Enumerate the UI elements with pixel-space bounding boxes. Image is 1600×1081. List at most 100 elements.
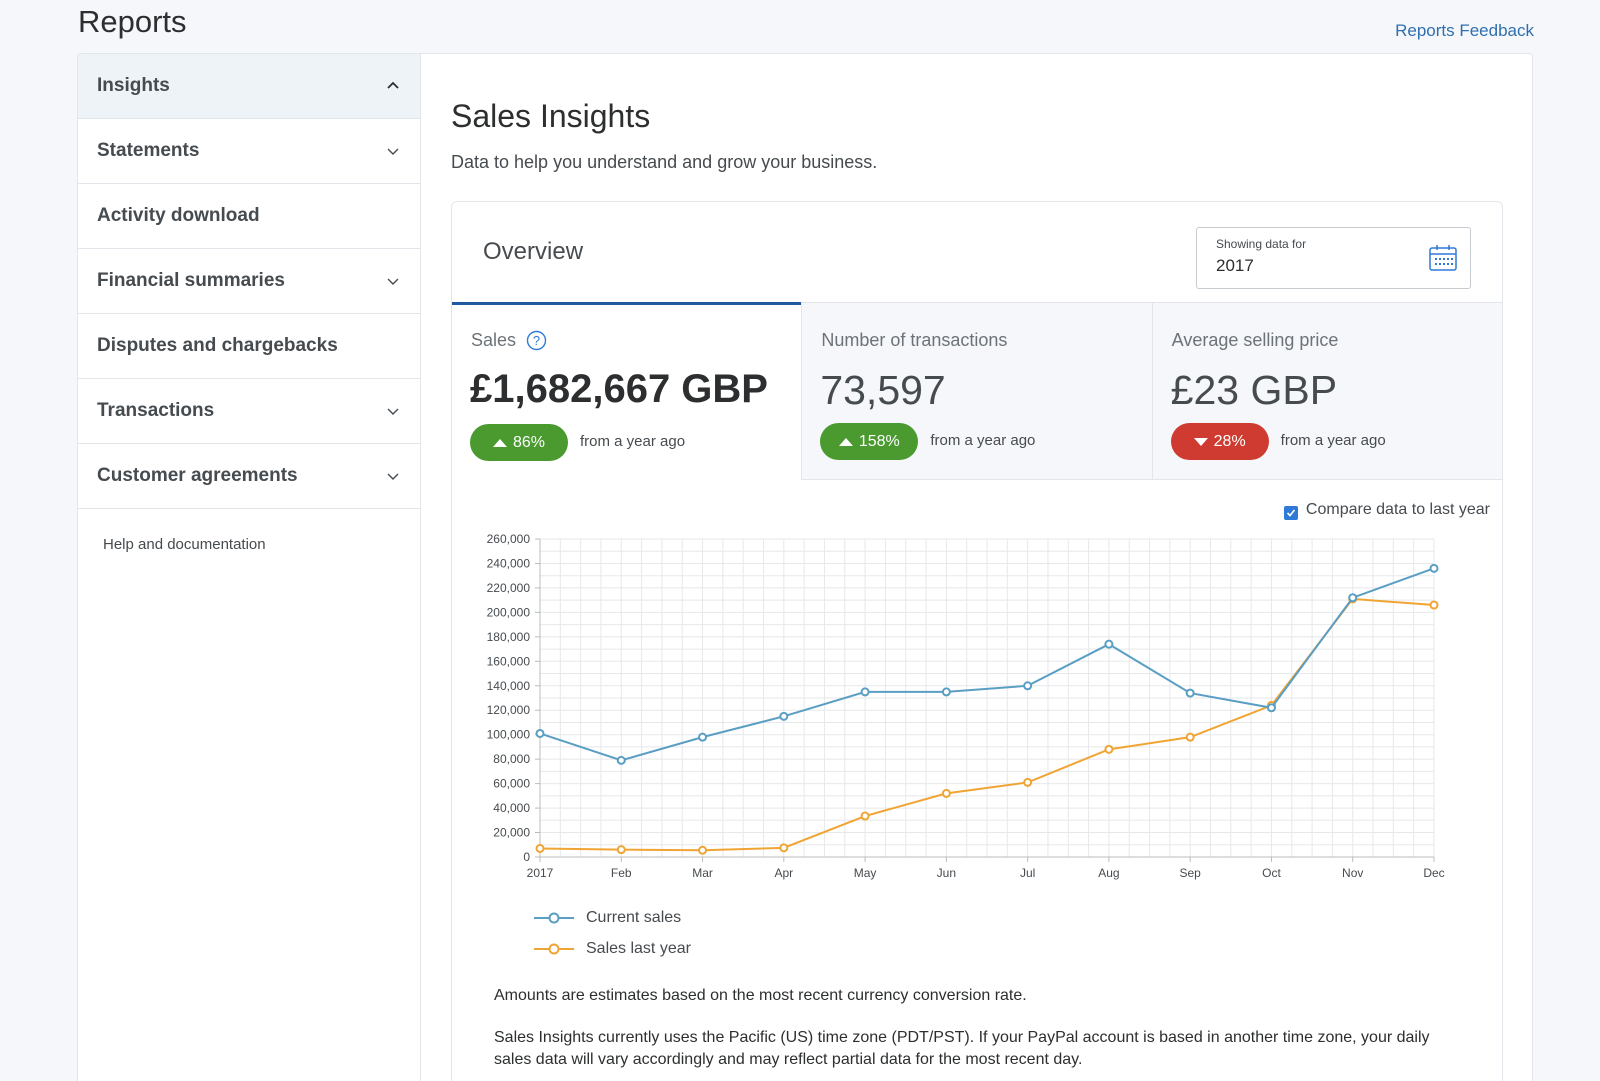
data-point-current-sales xyxy=(1266,703,1276,713)
change-badge: 158% xyxy=(820,423,919,460)
data-point-current-sales xyxy=(698,732,708,742)
change-value: 158% xyxy=(858,432,900,450)
data-point-current-sales xyxy=(860,687,870,697)
overview-title: Overview xyxy=(483,238,584,265)
chart-legend: Current sales Sales last year xyxy=(534,902,691,964)
chevron-down-icon xyxy=(387,473,399,480)
series-line-sales-last-year xyxy=(539,597,1435,852)
data-point-sales-last-year xyxy=(698,845,708,855)
sidebar-item-label: Insights xyxy=(97,75,170,96)
data-point-sales-last-year xyxy=(1429,600,1439,610)
legend-item-current[interactable]: Current sales xyxy=(534,902,691,933)
metrics-row: Sales ? £1,682,667 GBP 86% from a year a… xyxy=(452,302,1502,480)
date-picker-value: 2017 xyxy=(1216,256,1254,275)
y-tick-label: 0 xyxy=(523,850,530,864)
legend-line-last-year-icon xyxy=(534,943,574,954)
section-subtitle: Data to help you understand and grow you… xyxy=(451,152,878,172)
data-point-sales-last-year xyxy=(779,843,789,853)
arrow-up-icon xyxy=(838,437,853,446)
x-tick-label: Feb xyxy=(611,866,632,880)
check-icon xyxy=(1286,509,1296,517)
x-tick-label: Mar xyxy=(692,866,713,880)
data-point-current-sales xyxy=(1023,681,1033,691)
x-tick-label: Aug xyxy=(1098,866,1119,880)
data-point-current-sales xyxy=(1348,593,1358,603)
metric-label-text: Sales xyxy=(471,330,517,350)
metric-value: £1,682,667 GBP xyxy=(470,367,768,411)
help-icon[interactable]: ? xyxy=(526,330,547,351)
metric-label-text: Average selling price xyxy=(1171,330,1339,350)
page-title: Reports xyxy=(78,4,187,39)
arrow-up-icon xyxy=(492,438,507,447)
calendar-icon xyxy=(1429,245,1457,271)
data-point-sales-last-year xyxy=(1023,777,1033,787)
metric-value: 73,597 xyxy=(820,367,946,413)
compare-label: Compare data to last year xyxy=(1305,501,1490,518)
data-point-sales-last-year xyxy=(535,843,545,853)
series-line-current-sales xyxy=(539,567,1435,762)
data-point-current-sales xyxy=(616,755,626,765)
y-tick-label: 20,000 xyxy=(493,826,530,840)
reports-feedback-link[interactable]: Reports Feedback xyxy=(1395,21,1534,40)
date-picker[interactable]: Showing data for 2017 xyxy=(1196,227,1471,289)
data-point-current-sales xyxy=(779,711,789,721)
data-point-sales-last-year xyxy=(941,788,951,798)
svg-text:?: ? xyxy=(533,333,540,348)
chevron-down-icon xyxy=(387,148,399,155)
x-tick-label: Dec xyxy=(1423,866,1444,880)
help-documentation-link[interactable]: Help and documentation xyxy=(103,536,266,553)
sidebar-item-insights[interactable]: Insights xyxy=(78,54,420,119)
comparison-text: from a year ago xyxy=(580,433,686,450)
sidebar-item-transactions[interactable]: Transactions xyxy=(78,379,420,444)
y-tick-label: 60,000 xyxy=(493,777,530,791)
metric-tab-transactions[interactable]: Number of transactions 73,597 158% from … xyxy=(801,302,1152,480)
sidebar: Insights Statements Activity download Fi… xyxy=(78,54,421,1081)
metric-label: Number of transactions xyxy=(821,330,1007,351)
sidebar-item-customer-agreements[interactable]: Customer agreements xyxy=(78,444,420,509)
chart-notes: Amounts are estimates based on the most … xyxy=(494,985,1462,1081)
compare-checkbox[interactable] xyxy=(1283,506,1298,520)
metric-label: Sales ? xyxy=(471,330,547,351)
metric-tab-sales[interactable]: Sales ? £1,682,667 GBP 86% from a year a… xyxy=(452,302,802,480)
y-tick-label: 140,000 xyxy=(487,679,531,693)
sidebar-item-label: Disputes and chargebacks xyxy=(97,335,338,356)
y-tick-label: 200,000 xyxy=(487,605,531,619)
sidebar-item-label: Transactions xyxy=(97,400,215,421)
metric-tab-average-price[interactable]: Average selling price £23 GBP 28% from a… xyxy=(1151,302,1502,480)
y-tick-label: 40,000 xyxy=(493,801,530,815)
data-point-current-sales xyxy=(1429,563,1439,573)
metric-label-text: Number of transactions xyxy=(821,330,1008,350)
data-point-current-sales xyxy=(941,687,951,697)
data-point-sales-last-year xyxy=(1104,744,1114,754)
legend-label: Sales last year xyxy=(586,939,691,957)
sidebar-item-statements[interactable]: Statements xyxy=(78,119,420,184)
note-currency: Amounts are estimates based on the most … xyxy=(494,987,1027,1004)
data-point-current-sales xyxy=(1104,639,1114,649)
sales-line-chart: 0 20,000 40,000 60,000 80,000 100,000 120,000 1… xyxy=(487,532,1445,880)
x-tick-label: Apr xyxy=(774,866,793,880)
change-badge: 28% xyxy=(1170,423,1269,460)
main-content: Sales Insights Data to help you understa… xyxy=(421,54,1532,1081)
chevron-down-icon xyxy=(387,278,399,285)
sidebar-item-activity-download[interactable]: Activity download xyxy=(78,184,420,249)
data-point-sales-last-year xyxy=(860,811,870,821)
data-point-current-sales xyxy=(1185,688,1195,698)
x-tick-label: Jul xyxy=(1020,866,1035,880)
change-badge: 86% xyxy=(470,424,568,461)
compare-toggle[interactable]: Compare data to last year xyxy=(1283,500,1490,520)
sidebar-item-label: Customer agreements xyxy=(97,465,298,486)
sidebar-item-financial-summaries[interactable]: Financial summaries xyxy=(78,249,420,314)
data-point-current-sales xyxy=(535,728,545,738)
legend-item-last-year[interactable]: Sales last year xyxy=(534,933,691,964)
y-tick-label: 260,000 xyxy=(487,532,531,546)
reports-shell: Insights Statements Activity download Fi… xyxy=(77,53,1533,1081)
y-tick-label: 220,000 xyxy=(487,581,531,595)
y-tick-label: 80,000 xyxy=(493,752,530,766)
comparison-text: from a year ago xyxy=(1280,432,1386,449)
change-value: 28% xyxy=(1213,432,1246,450)
overview-card: Overview Showing data for 2017 xyxy=(451,201,1503,1081)
chevron-down-icon xyxy=(387,408,399,415)
sidebar-item-disputes[interactable]: Disputes and chargebacks xyxy=(78,314,420,379)
y-tick-label: 160,000 xyxy=(487,654,531,668)
sidebar-item-label: Financial summaries xyxy=(97,270,285,291)
